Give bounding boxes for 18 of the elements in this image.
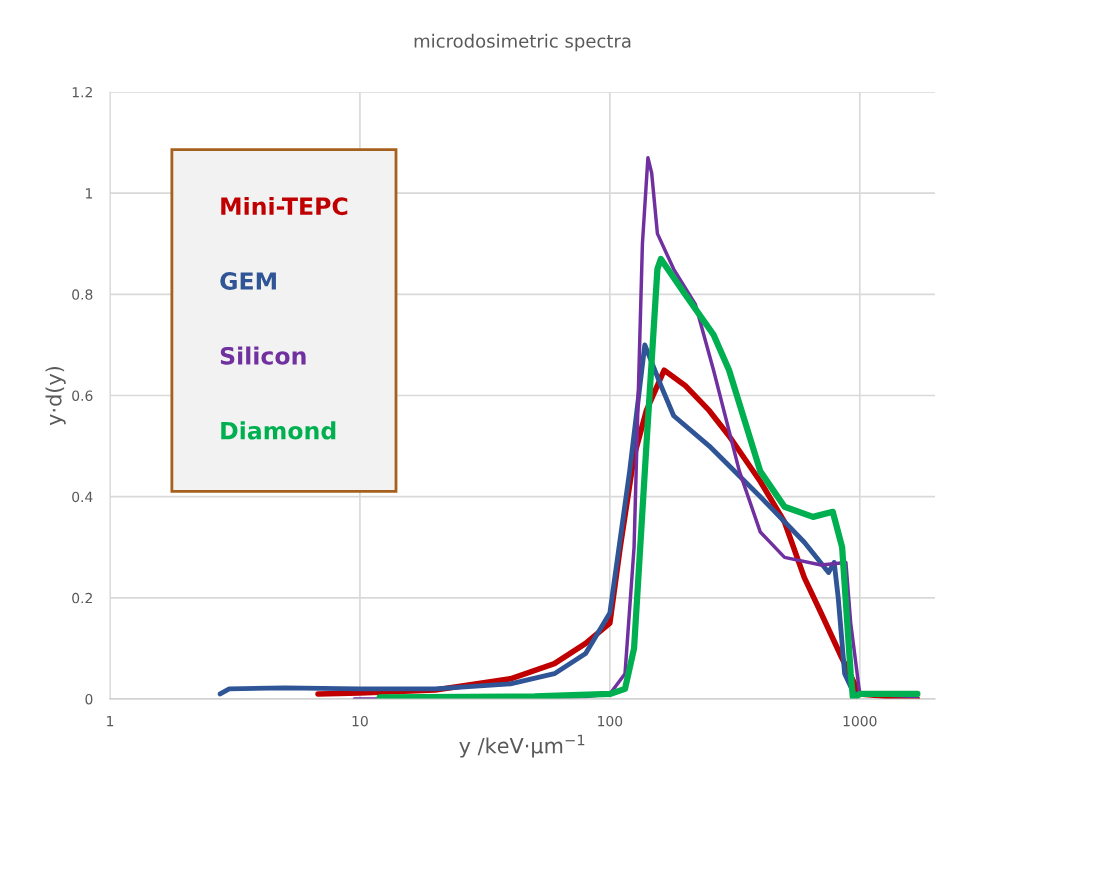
y-tick-label: 0 <box>85 693 93 705</box>
y-tick-label: 0.2 <box>72 592 92 604</box>
y-tick-label: 0.4 <box>72 491 93 503</box>
x-tick-label: 100 <box>598 715 623 727</box>
chart-title: microdosimetric spectra <box>414 33 631 52</box>
y-tick-label: 1 <box>86 188 93 199</box>
x-axis-title: y /keV·µm$^{−1}$ <box>459 734 585 758</box>
y-tick-label: 1.2 <box>72 86 92 98</box>
text: Silicon <box>220 346 306 365</box>
y-tick-label: 0.6 <box>72 390 93 401</box>
text: Mini-TEPC <box>221 196 348 216</box>
x-tick-label: 1 <box>107 716 114 727</box>
text: GEM <box>220 272 276 290</box>
x-tick-label: 10 <box>352 715 368 727</box>
y-axis-title: y·d(y) <box>45 366 66 426</box>
y-tick-label: 0.8 <box>72 289 93 300</box>
text: Diamond <box>221 421 336 440</box>
x-tick-label: 1000 <box>843 715 877 727</box>
